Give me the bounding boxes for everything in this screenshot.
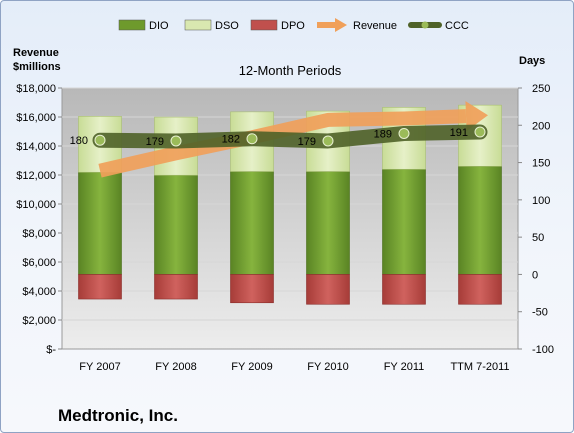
left-axis-tick-label: $2,000 [22,315,56,327]
bar-dio [306,171,350,275]
revenue-arrowhead [465,101,488,132]
left-axis-title-line1: Revenue [13,47,59,59]
legend-marker-ccc [421,21,429,29]
bar-dpo [154,274,198,300]
bar-dio [382,168,426,275]
legend-swatch-dio [118,19,146,31]
left-axis-tick-label: $12,000 [16,170,56,182]
bar-dpo [230,274,274,304]
left-axis-tick-label: $10,000 [16,199,56,211]
ccc-marker [94,134,106,146]
left-axis-tick-label: $- [46,344,56,356]
bar-dpo [78,274,122,300]
legend-item-revenue: Revenue [317,18,397,32]
right-axis-tick-label: 150 [532,158,550,170]
right-axis-title: Days [519,55,545,67]
ccc-data-label: 179 [146,136,164,148]
x-axis-category-label: FY 2007 [79,361,120,373]
right-axis-tick-label: -100 [532,344,554,356]
legend-arrow-revenue [335,18,347,32]
ccc-line [92,124,488,149]
right-axis-tick-label: 250 [532,83,550,95]
ccc-data-label: 189 [374,128,392,140]
chart-title: 12-Month Periods [239,63,342,78]
right-axis-tick-label: 100 [532,195,550,207]
ccc-marker [398,127,410,139]
x-axis-category-label: TTM 7-2011 [450,361,509,373]
revenue-line [98,109,467,178]
legend-item-dpo: DPO [250,19,305,32]
ccc-data-label: 191 [450,127,468,139]
right-axis-tick-label: 50 [532,232,544,244]
ccc-data-label: 180 [70,135,88,147]
legend-label-ccc: CCC [445,20,469,32]
left-axis-tick-label: $4,000 [22,286,56,298]
bar-dio [78,171,122,275]
legend-label-dpo: DPO [281,20,305,32]
legend-item-dso: DSO [184,19,239,32]
bar-dio [230,171,274,275]
company-name: Medtronic, Inc. [58,406,178,425]
legend-item-dio: DIO [118,19,169,32]
left-axis-title-line2: $millions [13,61,61,73]
x-axis-category-label: FY 2010 [307,361,348,373]
legend-swatch-dso [184,19,212,31]
left-axis-tick-label: $16,000 [16,112,56,124]
legend-label-revenue: Revenue [353,20,397,32]
left-axis-tick-label: $14,000 [16,141,56,153]
left-axis-tick-label: $18,000 [16,83,56,95]
legend-item-ccc: CCC [408,20,469,32]
legend-label-dio: DIO [149,20,169,32]
ccc-marker [170,135,182,147]
ccc-data-label: 179 [298,136,316,148]
bar-dpo [458,274,502,305]
ccc-marker [246,133,258,145]
ccc-data-label: 182 [222,134,240,146]
x-axis-category-label: FY 2008 [155,361,196,373]
left-axis-tick-label: $8,000 [22,228,56,240]
bar-dpo [382,274,426,305]
legend-swatch-dpo [250,19,278,31]
x-axis-category-label: FY 2011 [384,361,425,373]
right-axis-tick-label: -50 [532,307,548,319]
legend-label-dso: DSO [215,20,239,32]
left-axis-tick-label: $6,000 [22,257,56,269]
x-axis-category-label: FY 2009 [231,361,272,373]
right-axis-tick-label: 200 [532,120,550,132]
right-axis-tick-label: 0 [532,269,538,281]
ccc-marker [322,135,334,147]
bar-dio [154,174,198,275]
bar-dio [458,166,502,275]
ccc-marker [474,126,486,138]
bar-dpo [306,274,350,305]
